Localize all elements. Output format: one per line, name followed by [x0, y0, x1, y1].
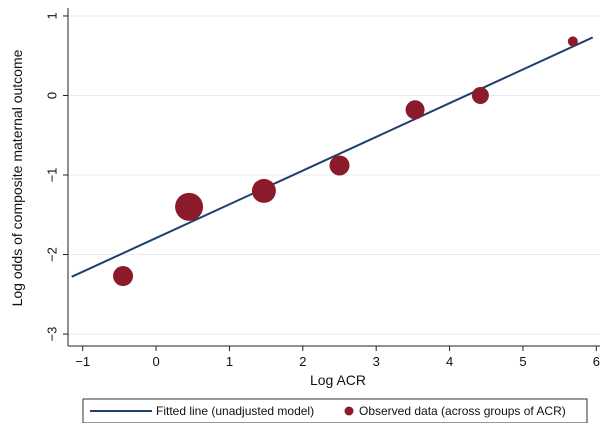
- x-tick-label: 3: [373, 354, 380, 369]
- observed-data-point: [113, 266, 134, 287]
- x-axis-title: Log ACR: [310, 372, 366, 388]
- y-tick-label: −3: [45, 327, 60, 342]
- grid: [68, 15, 600, 335]
- y-tick-label: −1: [45, 168, 60, 183]
- x-tick-label: 0: [152, 354, 159, 369]
- series-layer: [71, 36, 594, 287]
- legend-label-observed: Observed data (across groups of ACR): [359, 404, 566, 418]
- legend-marker-swatch: [344, 406, 354, 416]
- fitted-line: [71, 36, 594, 278]
- y-tick-label: 1: [45, 12, 60, 19]
- observed-data-point: [471, 86, 489, 104]
- observed-data-point: [251, 178, 276, 203]
- x-tick-label: 4: [446, 354, 453, 369]
- x-tick-label: 6: [593, 354, 600, 369]
- y-tick-label: 0: [45, 92, 60, 99]
- legend-label-fitted: Fitted line (unadjusted model): [156, 404, 314, 418]
- observed-data-point: [567, 36, 578, 47]
- x-tick-label: −1: [75, 354, 90, 369]
- observed-data-point: [175, 192, 204, 221]
- x-axis-ticks: −1 0 1 2 3 4 5 6: [75, 346, 600, 369]
- observed-data-point: [329, 155, 350, 176]
- legend-box: [82, 398, 588, 423]
- x-tick-label: 5: [519, 354, 526, 369]
- x-tick-label: 1: [226, 354, 233, 369]
- y-axis-title: Log odds of composite maternal outcome: [9, 49, 25, 306]
- legend: Fitted line (unadjusted model) Observed …: [82, 398, 588, 423]
- x-tick-label: 2: [299, 354, 306, 369]
- observed-data-point: [405, 100, 425, 120]
- y-tick-label: −2: [45, 247, 60, 262]
- y-axis-ticks: 1 0 −1 −2 −3: [45, 12, 68, 341]
